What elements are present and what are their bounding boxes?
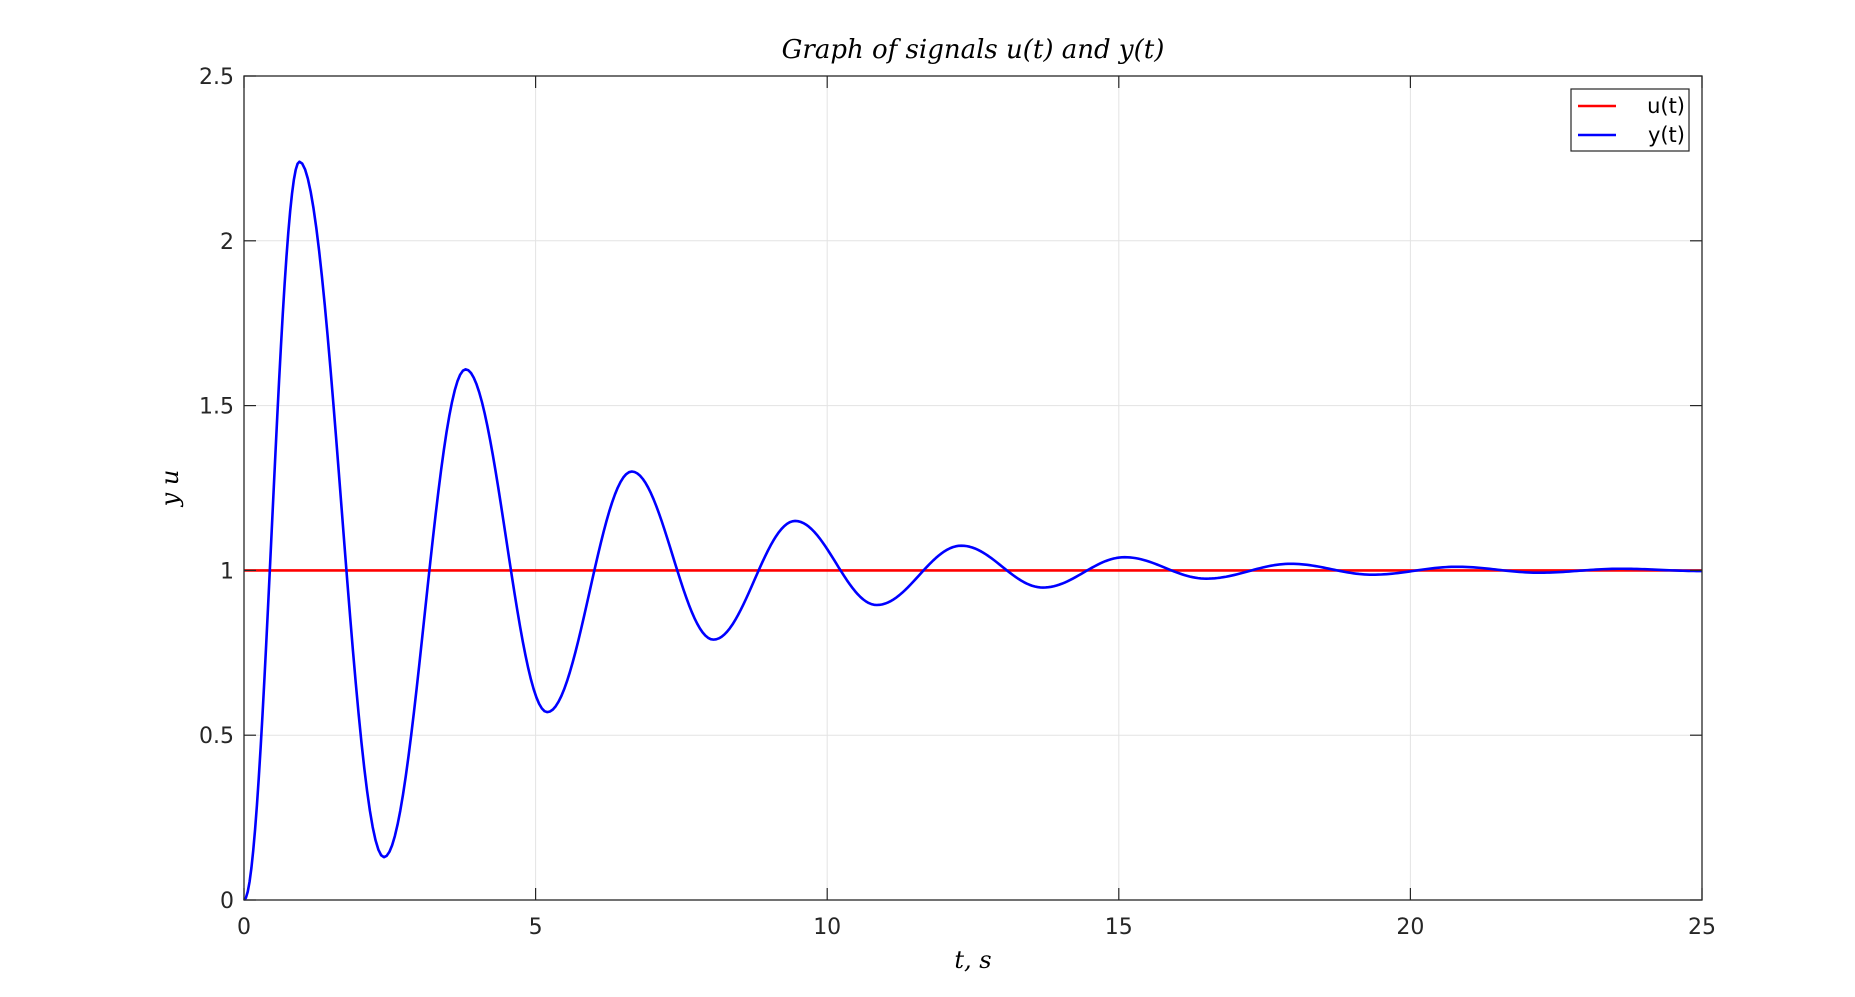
legend-label-y: y(t) (1648, 123, 1685, 147)
y-tick-label: 0.5 (199, 724, 234, 749)
y-tick-label: 1 (220, 559, 234, 584)
x-tick-label: 0 (237, 915, 251, 940)
x-tick-label: 5 (529, 915, 543, 940)
y-tick-label: 0 (220, 889, 234, 914)
y-tick-label: 1.5 (199, 395, 234, 420)
tick-marks (243, 75, 1703, 901)
y-axis-label: y u (156, 470, 184, 508)
series-layer (243, 160, 1703, 901)
series-line-y (243, 160, 1703, 901)
x-axis-label: t, s (954, 946, 991, 974)
x-tick-label: 20 (1396, 915, 1424, 940)
legend: u(t) y(t) (1570, 88, 1690, 152)
x-tick-label: 25 (1688, 915, 1716, 940)
axes-frame (243, 75, 1703, 901)
legend-label-u: u(t) (1647, 94, 1685, 118)
legend-box (1570, 88, 1690, 152)
y-tick-label: 2 (220, 230, 234, 255)
y-tick-labels: 0 0.5 1 1.5 2 2.5 (199, 65, 234, 914)
chart-title: Graph of signals u(t) and y(t) (782, 35, 1165, 65)
plot-area (244, 76, 1702, 900)
x-tick-label: 15 (1105, 915, 1133, 940)
x-tick-label: 10 (813, 915, 841, 940)
y-tick-label: 2.5 (199, 65, 234, 90)
x-tick-labels: 0 5 10 15 20 25 (237, 915, 1716, 940)
